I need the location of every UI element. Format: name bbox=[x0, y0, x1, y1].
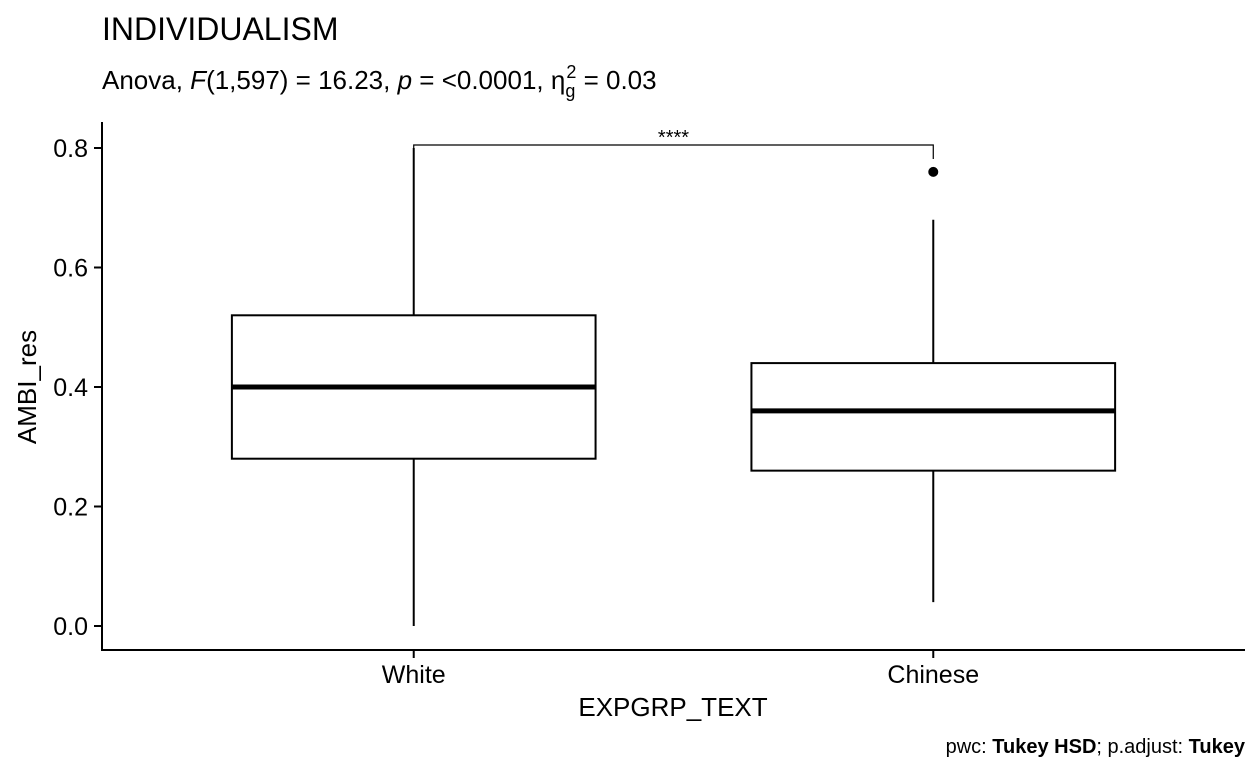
iqr-box-chinese bbox=[750, 362, 1117, 472]
significance-bracket: **** bbox=[413, 127, 934, 160]
y-axis-title: AMBI_res bbox=[12, 330, 42, 444]
x-axis-title: EXPGRP_TEXT bbox=[578, 692, 767, 722]
y-tick-label-1: 0.2 bbox=[53, 494, 88, 522]
caption-pwc-value: Tukey HSD bbox=[992, 736, 1096, 758]
subtitle-f-symbol: F bbox=[190, 65, 208, 95]
subtitle-f-args: (1,597) = 16.23, bbox=[206, 65, 398, 95]
y-tick-label-3: 0.6 bbox=[53, 255, 88, 283]
y-tick-label-2: 0.4 bbox=[53, 374, 88, 402]
x-axis-ticks: White Chinese bbox=[382, 650, 979, 689]
y-tick-label-4: 0.8 bbox=[53, 135, 88, 163]
y-axis-ticks: 0.0 0.2 0.4 0.6 0.8 bbox=[53, 135, 102, 641]
x-tick-label-white: White bbox=[382, 661, 446, 689]
box-white bbox=[230, 148, 597, 626]
significance-bracket-line bbox=[413, 144, 934, 160]
subtitle-p-value: = <0.0001, bbox=[412, 65, 551, 95]
subtitle-eta-sup: 2 bbox=[566, 62, 576, 82]
subtitle-eta-value: = 0.03 bbox=[576, 65, 656, 95]
chart-caption: pwc: Tukey HSD; p.adjust: Tukey bbox=[946, 736, 1246, 758]
subtitle-eta-symbol: η bbox=[551, 65, 565, 95]
outlier-point-chinese-0 bbox=[928, 166, 939, 177]
chart-subtitle: Anova, F(1,597) = 16.23, p = <0.0001, η2… bbox=[102, 62, 657, 101]
subtitle-p-symbol: p bbox=[397, 65, 412, 95]
subtitle-prefix: Anova, bbox=[102, 65, 190, 95]
caption-pwc-label: pwc: bbox=[946, 736, 993, 758]
caption-separator: ; p.adjust: bbox=[1096, 736, 1188, 758]
plot-area: **** bbox=[230, 127, 1117, 626]
subtitle-eta-sub: g bbox=[565, 81, 575, 101]
x-tick-label-chinese: Chinese bbox=[887, 661, 979, 689]
y-tick-label-0: 0.0 bbox=[53, 613, 88, 641]
chart-title: INDIVIDUALISM bbox=[102, 11, 338, 47]
caption-adjust-value: Tukey bbox=[1189, 736, 1246, 758]
significance-label: **** bbox=[658, 127, 689, 149]
box-chinese bbox=[750, 166, 1117, 603]
